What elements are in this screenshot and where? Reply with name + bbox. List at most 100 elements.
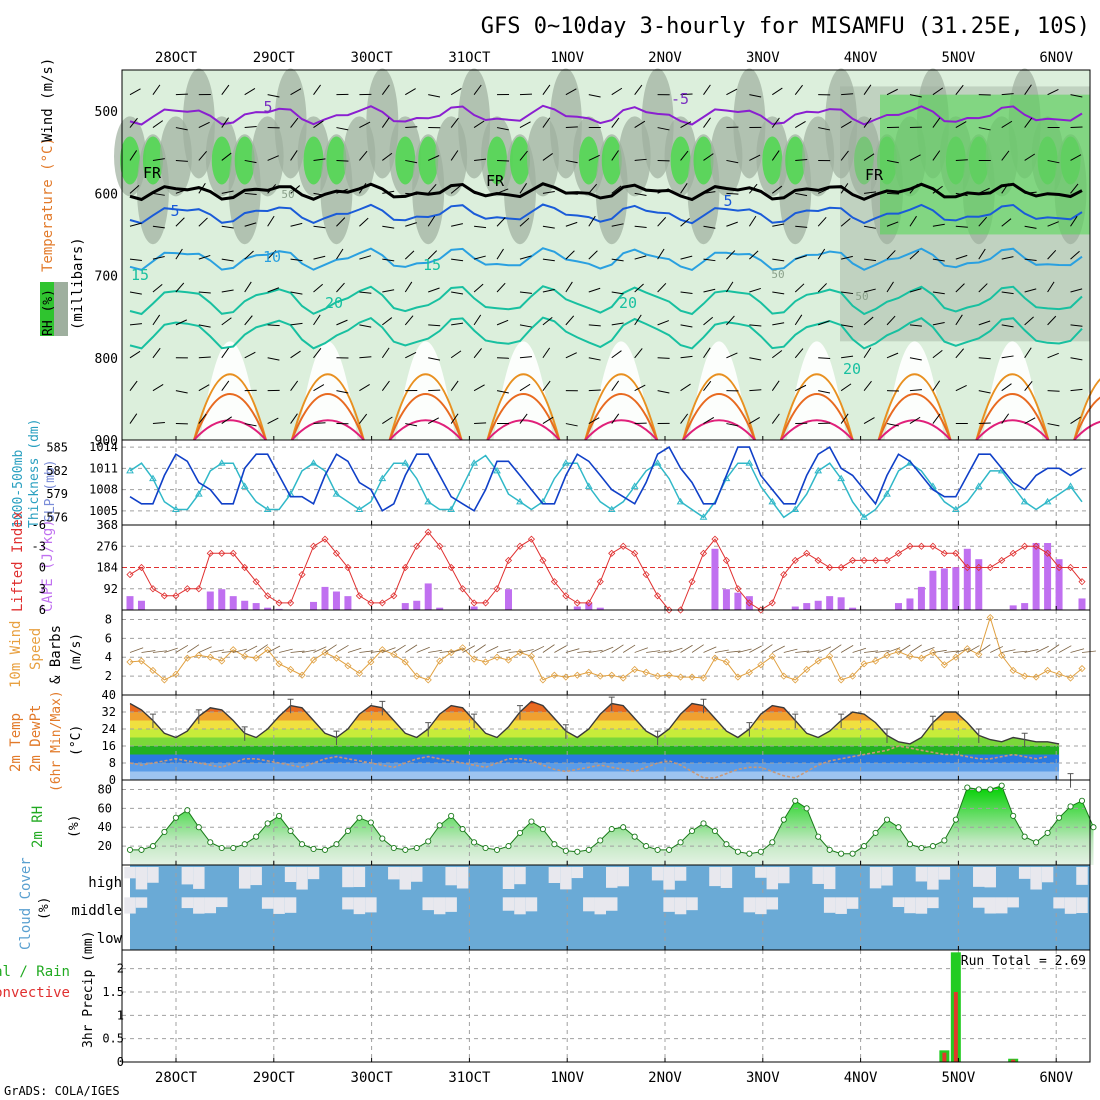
cloud-high-gap: [353, 867, 366, 888]
wind-barb: [909, 215, 917, 227]
rh-point: [1090, 824, 1097, 831]
x-tick-label-top: 28OCT: [155, 50, 198, 66]
wind-barb: [817, 248, 826, 260]
lifted-point: [573, 599, 581, 607]
cloud-high-gap: [766, 867, 779, 890]
cloud-high-gap: [181, 867, 194, 885]
lifted-point: [493, 585, 501, 593]
wind10-barb: [634, 647, 648, 653]
cape-bar: [310, 601, 318, 610]
wind-barb: [359, 255, 372, 260]
wind-barb: [795, 159, 808, 161]
wind-barb: [588, 215, 596, 227]
cloud-mid-gap: [766, 897, 779, 910]
wind10-barb: [932, 649, 947, 653]
rh-point: [780, 816, 787, 823]
cape-bar: [241, 600, 249, 610]
wind-barb: [565, 88, 577, 96]
cloud-high-gap: [881, 867, 893, 886]
wind-barb: [1024, 347, 1032, 359]
wind-barb: [909, 183, 918, 194]
cloud-mid-gap: [445, 897, 457, 912]
lifted-point: [734, 585, 742, 593]
wind-barb: [221, 84, 230, 95]
wind-barb: [474, 158, 487, 161]
wind-barb: [886, 88, 898, 96]
x-tick-label-top: 31OCT: [448, 50, 491, 66]
wind-barb: [978, 248, 986, 260]
wind10-barb: [703, 646, 717, 653]
warm-isotherm-arch: [1073, 396, 1100, 441]
wind-barb: [932, 223, 945, 227]
rh-point: [356, 814, 363, 821]
warm-isotherm-arch: [193, 373, 267, 441]
y-tick-lifted: -6: [32, 518, 46, 532]
wind-speed-point: [883, 651, 891, 659]
wind-barb: [404, 281, 413, 293]
wind-barb: [336, 282, 345, 293]
warm-isotherm-arch: [486, 419, 561, 441]
lifted-point: [1032, 542, 1040, 550]
warm-isotherm-arch: [1073, 420, 1100, 441]
contour-label: FR: [865, 166, 884, 184]
wind-speed-point: [654, 672, 662, 680]
lifted-point: [424, 528, 432, 536]
wind-speed-point: [137, 657, 146, 665]
wind-barb: [1070, 416, 1081, 424]
wind-barb: [542, 289, 555, 293]
rh-point: [711, 827, 719, 835]
lifted-point: [275, 599, 283, 607]
wind-barb: [244, 126, 257, 129]
wind-barb: [749, 417, 760, 424]
isotherm-line: [129, 316, 1083, 350]
ylabel-total-rain: Total / Rain: [0, 964, 70, 980]
wind-barb: [405, 352, 417, 359]
cape-bar: [218, 589, 226, 610]
warm-isotherm-arch: [975, 393, 1050, 441]
rh-legend-swatch: [40, 282, 54, 336]
wind-barb: [749, 389, 762, 392]
wind-barb: [519, 291, 532, 294]
wind-speed-point: [378, 646, 386, 654]
rh-point: [574, 848, 581, 855]
wind-speed-point: [952, 653, 960, 661]
cloud-high-gap: [651, 867, 664, 881]
wind-barb: [405, 192, 418, 195]
y-tick-rh2m: 20: [98, 839, 112, 853]
wind-barb: [840, 150, 849, 161]
wind-speed-point: [206, 653, 214, 661]
wind-barb: [451, 291, 464, 295]
cloud-mid-gap: [342, 897, 354, 910]
wind-speed-point: [940, 661, 948, 669]
lifted-point: [917, 542, 925, 550]
wind-barb: [565, 423, 578, 427]
wind-barb: [886, 250, 896, 260]
wind-speed-point: [309, 656, 318, 664]
lifted-point: [149, 585, 157, 593]
wind-barb: [955, 192, 968, 197]
wind10-barb: [829, 644, 842, 653]
wind-barb: [175, 127, 188, 131]
wind-barb: [428, 324, 441, 327]
wind-barb: [152, 192, 165, 196]
lifted-point: [378, 599, 386, 607]
x-tick-label-bottom: 5NOV: [942, 1070, 976, 1086]
wind10-barb: [221, 650, 236, 653]
rh-point: [1078, 797, 1086, 804]
rh-point: [184, 807, 191, 814]
wind-speed-point: [275, 660, 283, 668]
lifted-point: [298, 571, 306, 579]
wind-speed-point: [722, 658, 730, 666]
wind-barb: [611, 350, 622, 359]
wind-barb: [221, 380, 230, 391]
y-tick-thickness: 585: [46, 441, 68, 455]
rh-point: [551, 841, 558, 848]
wind-barb: [244, 423, 257, 427]
wind10-barb: [657, 650, 672, 653]
wind10-barb: [324, 644, 337, 653]
wind-barb: [909, 288, 922, 293]
rh-point: [493, 846, 501, 853]
cloud-high-gap: [720, 867, 733, 888]
panel-frame: [121, 949, 1091, 1063]
isotherm-line: [129, 247, 1083, 272]
